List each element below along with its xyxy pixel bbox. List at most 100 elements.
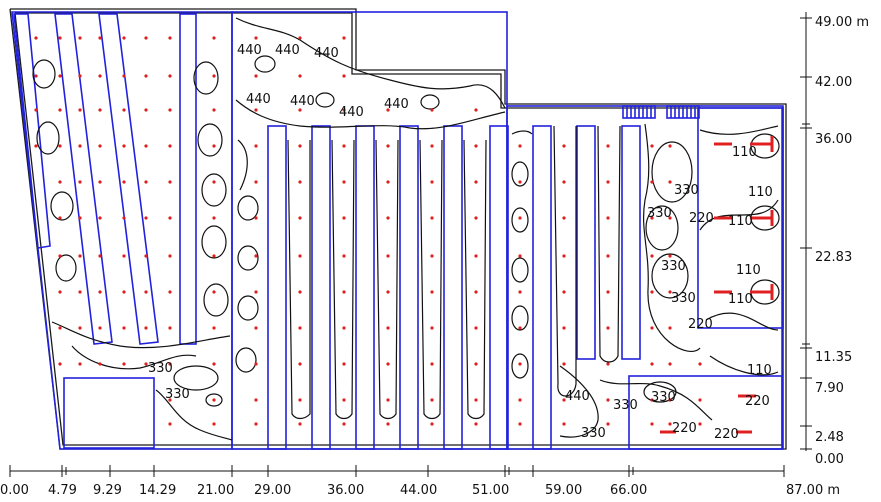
- grid-point: [668, 180, 672, 184]
- contour-label: 330: [671, 291, 696, 306]
- grid-point: [98, 144, 102, 148]
- grid-point: [474, 108, 478, 112]
- grid-point: [698, 422, 702, 426]
- x-tick-label: 87.00 m: [786, 483, 840, 498]
- grid-point: [342, 422, 346, 426]
- grid-point: [298, 362, 302, 366]
- grid-point: [168, 254, 172, 258]
- area-east-upper: [697, 107, 784, 329]
- grid-point: [698, 362, 702, 366]
- contour-label: 330: [165, 387, 190, 402]
- grid-point: [342, 108, 346, 112]
- y-tick-label: 7.90: [815, 381, 844, 396]
- grid-point: [98, 74, 102, 78]
- grid-point: [254, 108, 258, 112]
- contour-label: 330: [674, 183, 699, 198]
- area-west: [11, 11, 233, 450]
- strip-mid-5: [443, 125, 463, 450]
- grid-point: [144, 326, 148, 330]
- grid-point: [562, 290, 566, 294]
- y-axis-labels: 49.00 m 42.00 36.00 22.83 11.35 7.90 2.4…: [815, 15, 869, 467]
- grid-point: [562, 422, 566, 426]
- grid-point: [430, 254, 434, 258]
- grid-point: [122, 74, 126, 78]
- grid-point: [650, 290, 654, 294]
- contour-label: 330: [651, 390, 676, 405]
- grid-point: [650, 180, 654, 184]
- strip-mid-3: [355, 125, 375, 450]
- grid-point: [98, 290, 102, 294]
- grid-point: [254, 36, 258, 40]
- contour-label: 330: [647, 206, 672, 221]
- grid-point: [342, 362, 346, 366]
- grid-point: [58, 180, 62, 184]
- x-tick-label: 14.29: [139, 483, 176, 498]
- grid-point: [430, 422, 434, 426]
- grid-point: [212, 290, 216, 294]
- grid-point: [342, 74, 346, 78]
- grid-point: [58, 254, 62, 258]
- grid-point: [606, 180, 610, 184]
- grid-point: [144, 108, 148, 112]
- grid-point: [518, 326, 522, 330]
- grid-point: [168, 362, 172, 366]
- grid-point: [144, 36, 148, 40]
- grid-point: [212, 326, 216, 330]
- grid-point: [430, 180, 434, 184]
- grid-point: [430, 108, 434, 112]
- y-tick-label: 36.00: [815, 132, 852, 147]
- grid-point: [144, 144, 148, 148]
- grid-point: [254, 422, 258, 426]
- grid-point: [58, 326, 62, 330]
- grid-point: [254, 254, 258, 258]
- x-tick-label: 21.00: [197, 483, 234, 498]
- grid-point: [474, 216, 478, 220]
- grid-point: [474, 326, 478, 330]
- strip-mid-4: [399, 125, 419, 450]
- grid-point: [298, 254, 302, 258]
- grid-point: [650, 362, 654, 366]
- grid-point: [254, 398, 258, 402]
- grid-point: [122, 36, 126, 40]
- grid-point: [122, 144, 126, 148]
- grid-point: [212, 74, 216, 78]
- contour-label: 220: [714, 427, 739, 442]
- grid-point: [122, 254, 126, 258]
- grid-point: [606, 290, 610, 294]
- grid-point: [342, 180, 346, 184]
- grid-point: [474, 144, 478, 148]
- grid-point: [298, 398, 302, 402]
- grid-point: [606, 216, 610, 220]
- grid-point: [518, 180, 522, 184]
- grid-point: [474, 290, 478, 294]
- grid-point: [122, 108, 126, 112]
- grid-point: [298, 180, 302, 184]
- grid-point: [34, 74, 38, 78]
- grid-point: [474, 254, 478, 258]
- contour-label: 220: [672, 421, 697, 436]
- grid-point: [78, 36, 82, 40]
- grid-point: [254, 290, 258, 294]
- grid-point: [386, 290, 390, 294]
- grid-point: [668, 254, 672, 258]
- contour-label: 440: [290, 94, 315, 109]
- grid-point: [98, 254, 102, 258]
- y-tick-label: 11.35: [815, 350, 852, 365]
- x-tick-label: 36.00: [327, 483, 364, 498]
- grid-point: [122, 290, 126, 294]
- x-axis-labels: 0.00 4.79 9.29 14.29 21.00 29.00 36.00 4…: [0, 483, 840, 498]
- contour-label: 330: [148, 361, 173, 376]
- grid-point: [254, 216, 258, 220]
- grid-point: [212, 36, 216, 40]
- grid-point: [298, 290, 302, 294]
- grid-point: [144, 180, 148, 184]
- grid-point: [298, 36, 302, 40]
- strip-mid-2: [311, 125, 331, 450]
- grid-point: [58, 362, 62, 366]
- grid-point: [58, 144, 62, 148]
- grid-point: [298, 108, 302, 112]
- grid-point: [212, 398, 216, 402]
- grid-point: [518, 254, 522, 258]
- grid-point: [34, 36, 38, 40]
- grid-point: [606, 398, 610, 402]
